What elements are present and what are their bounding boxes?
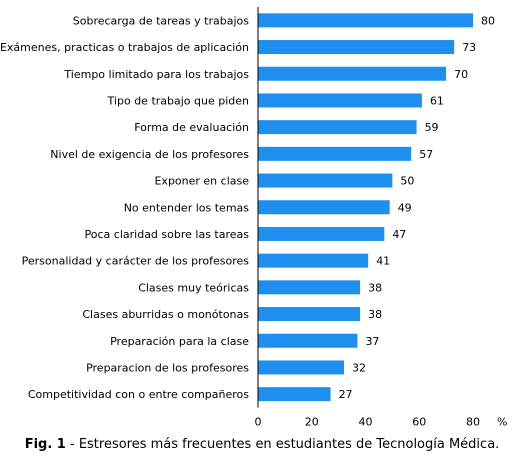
bar-value-label: 38: [368, 281, 382, 294]
category-label: Personalidad y carácter de los profesore…: [22, 255, 250, 268]
bar-value-label: 32: [352, 361, 366, 374]
category-label: Sobrecarga de tareas y trabajos: [73, 14, 249, 27]
bar-value-label: 47: [392, 228, 406, 241]
category-label: Poca claridad sobre las tareas: [85, 228, 250, 241]
category-label: Forma de evaluación: [134, 121, 249, 134]
bar-value-label: 49: [398, 201, 412, 214]
x-tick-label: 0: [255, 416, 262, 429]
category-label: Clases aburridas o monótonas: [82, 308, 249, 321]
x-tick-label: 20: [305, 416, 319, 429]
bar: [258, 333, 358, 348]
category-label: Tipo de trabajo que piden: [107, 94, 249, 107]
x-tick-label: 80: [466, 416, 480, 429]
bar: [258, 40, 455, 55]
bar-value-label: 50: [400, 175, 414, 188]
bar: [258, 387, 331, 402]
category-label: Exponer en clase: [154, 175, 249, 188]
x-axis-ticks: 0 20 40 60 80: [255, 416, 481, 429]
category-label: Exámenes, practicas o trabajos de aplica…: [0, 41, 249, 54]
bar-value-label: 37: [365, 335, 379, 348]
bar-value-label: 80: [481, 14, 495, 27]
bar-chart: Sobrecarga de tareas y trabajos 80 Exámene…: [0, 7, 507, 429]
bar-value-label: 57: [419, 148, 433, 161]
bar-value-label: 70: [454, 68, 468, 81]
bar: [258, 13, 473, 28]
bar: [258, 226, 385, 241]
category-label: Preparacion de los profesores: [86, 361, 249, 374]
bar-value-label: 61: [430, 94, 444, 107]
bar-value-label: 41: [376, 255, 390, 268]
bar: [258, 93, 422, 108]
bar-value-label: 38: [368, 308, 382, 321]
bar-value-label: 27: [339, 388, 353, 401]
x-tick-label: 40: [359, 416, 373, 429]
bar: [258, 66, 447, 81]
bars-layer: Sobrecarga de tareas y trabajos 80 Exámene…: [0, 13, 495, 402]
x-axis-unit-label: %: [497, 416, 507, 429]
category-label: Nivel de exigencia de los profesores: [50, 148, 249, 161]
bar: [258, 307, 361, 322]
bar-value-label: 59: [425, 121, 439, 134]
category-label: Competitividad con o entre compañeros: [28, 388, 249, 401]
bar-value-label: 73: [462, 41, 476, 54]
bar: [258, 200, 390, 215]
bar: [258, 280, 361, 295]
figure-caption-label: Fig. 1: [24, 437, 66, 452]
category-label: Preparación para la clase: [110, 335, 249, 348]
figure-caption-text: - Estresores más frecuentes en estudiant…: [65, 437, 500, 452]
bar: [258, 360, 344, 375]
category-label: Clases muy teóricas: [138, 281, 249, 294]
bar: [258, 120, 417, 135]
x-tick-label: 60: [412, 416, 426, 429]
bar: [258, 146, 412, 161]
bar: [258, 253, 369, 268]
category-label: Tiempo limitado para los trabajos: [63, 68, 249, 81]
figure-caption: Fig. 1 - Estresores más frecuentes en es…: [0, 437, 524, 452]
category-label: No entender los temas: [124, 201, 250, 214]
bar: [258, 173, 393, 188]
